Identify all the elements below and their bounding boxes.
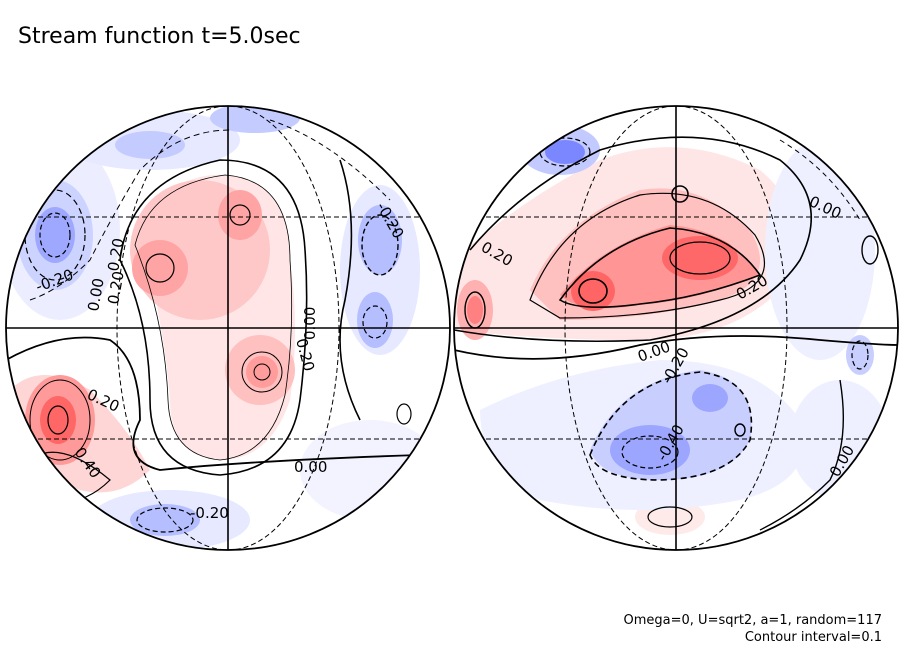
right-hemisphere: 0.00 0.20 0.20 0.00 -0.20 -0.40 0.00 [453,105,899,551]
contour-label: -0.20 [190,504,229,522]
contour-label: 0.20 [104,237,128,273]
parameters-text: Omega=0, U=sqrt2, a=1, random=117 [623,613,882,628]
contour-label: 0.00 [84,277,108,313]
contour-interval-text: Contour interval=0.1 [744,630,882,645]
left-contours [6,119,421,533]
left-hemisphere: 0.20 -0.20 0.00 0.20 0.00 0.20 0.40 0.20… [5,105,451,551]
contour-label: 0.00 [301,307,319,340]
right-contours [454,136,898,531]
contour-label: 0.20 [104,270,128,306]
plot-title: Stream function t=5.0sec [18,24,301,49]
plot-footer: Omega=0, U=sqrt2, a=1, random=117 Contou… [624,612,882,646]
contour-label: 0.00 [294,458,327,476]
